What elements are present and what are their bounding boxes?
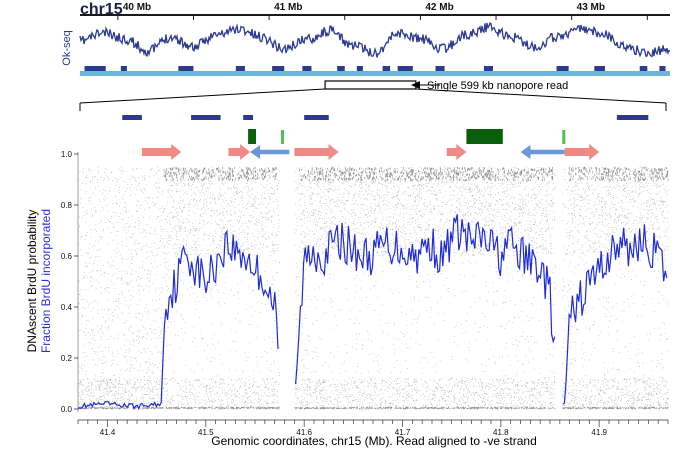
segment-dark-7 — [356, 66, 363, 71]
x-tick-label-4: 41.8 — [493, 428, 509, 437]
chrom-label: chr15 — [80, 1, 123, 18]
green-tick-0 — [281, 130, 285, 144]
blue-arrow-0 — [250, 145, 290, 159]
blue-arrow-1 — [520, 145, 565, 159]
top-tick-label-1: 41 Mb — [274, 2, 302, 13]
green-block-1 — [466, 129, 503, 144]
blue-bar-3 — [304, 115, 329, 120]
annotation-track — [122, 115, 649, 160]
top-panel: chr15 Ok-seq 40 Mb 41 Mb 42 Mb 43 Mb Single… — [61, 1, 671, 111]
segment-dark-10 — [435, 66, 445, 71]
pink-arrow-2 — [294, 144, 339, 160]
green-tick-1 — [562, 130, 566, 144]
segment-dark-4 — [272, 66, 285, 71]
y-tick-label-4: 0.8 — [61, 201, 73, 210]
zoom-line-left — [79, 88, 326, 104]
segment-dark-8 — [382, 66, 391, 71]
read-span-box — [324, 80, 417, 90]
segment-dark-3 — [235, 66, 245, 71]
top-tick-label-2: 42 Mb — [425, 2, 453, 13]
segment-dark-11 — [483, 66, 493, 71]
segment-dark-6 — [337, 66, 345, 71]
read-arrow-head — [411, 81, 420, 89]
y-tick-label-3: 0.6 — [61, 252, 73, 261]
segment-dark-12 — [556, 66, 569, 71]
pink-arrows — [141, 144, 600, 160]
pink-arrow-4 — [564, 144, 600, 160]
segment-light-0 — [80, 71, 670, 76]
x-tick-label-2: 41.6 — [296, 428, 312, 437]
pink-arrow-3 — [446, 144, 467, 160]
segment-dark-15 — [659, 66, 666, 71]
top-tick-labels: 40 Mb 41 Mb 42 Mb 43 Mb — [123, 2, 605, 13]
segment-dark-1 — [120, 66, 127, 71]
fraction-brdu-line — [77, 214, 668, 411]
blue-bar-4 — [616, 115, 649, 120]
green-block-0 — [248, 129, 256, 144]
pink-arrow-1 — [228, 144, 251, 160]
segment-dark-9 — [397, 66, 413, 71]
top-ticks — [117, 14, 648, 20]
probability-dense-band — [78, 166, 669, 410]
green-blocks — [248, 129, 503, 144]
read-annotation: Single 599 kb nanopore read — [427, 80, 568, 92]
main-plot: 0.00.20.40.60.81.0 41.4 41.5 41.6 41.7 41.8 4… — [25, 150, 669, 448]
okseq-label: Ok-seq — [61, 30, 73, 65]
segment-dark-14 — [639, 66, 648, 71]
y-tick-label-2: 0.4 — [61, 303, 73, 312]
y-tick-label-0: 0.0 — [61, 405, 73, 414]
pink-arrow-0 — [141, 144, 182, 160]
blue-bar-2 — [243, 115, 254, 120]
x-ticks: 41.4 41.5 41.6 41.7 41.8 41.9 — [77, 420, 669, 437]
top-tick-label-3: 43 Mb — [577, 2, 605, 13]
top-tick-label-0: 40 Mb — [123, 2, 151, 13]
x-axis-label: Genomic coordinates, chr15 (Mb). Read al… — [211, 434, 537, 448]
blue-bar-0 — [122, 115, 142, 120]
segment-dark-2 — [178, 66, 194, 71]
probability-points — [78, 166, 669, 410]
top-track-frame — [80, 14, 670, 16]
x-tick-label-3: 41.7 — [395, 428, 411, 437]
green-ticks — [281, 130, 566, 144]
blue-arrows — [250, 145, 565, 159]
blue-bar-1 — [191, 115, 221, 120]
x-tick-label-1: 41.5 — [198, 428, 214, 437]
x-tick-label-5: 41.9 — [591, 428, 607, 437]
segment-dark-0 — [84, 66, 106, 71]
segment-dark-5 — [302, 66, 312, 71]
blue-bars — [122, 115, 649, 120]
brdu-probability-cloud — [78, 166, 669, 410]
segment-dark-13 — [594, 66, 605, 71]
segments-light — [80, 71, 670, 76]
segments-dark — [84, 66, 666, 71]
y-axis-label-2: Fraction BrdU incorporated — [39, 209, 53, 353]
y-ticks: 0.0 0.2 0.4 0.6 0.8 1.0 — [61, 150, 78, 414]
y-tick-label-5: 1.0 — [61, 150, 73, 159]
y-axis-label: DNAscent BrdU probability — [25, 210, 39, 353]
x-tick-label-0: 41.4 — [100, 428, 116, 437]
y-tick-label-1: 0.2 — [61, 354, 73, 363]
okseq-profile — [79, 22, 671, 58]
okseq-profile-path — [79, 22, 671, 58]
zoom-line-right — [415, 88, 667, 104]
